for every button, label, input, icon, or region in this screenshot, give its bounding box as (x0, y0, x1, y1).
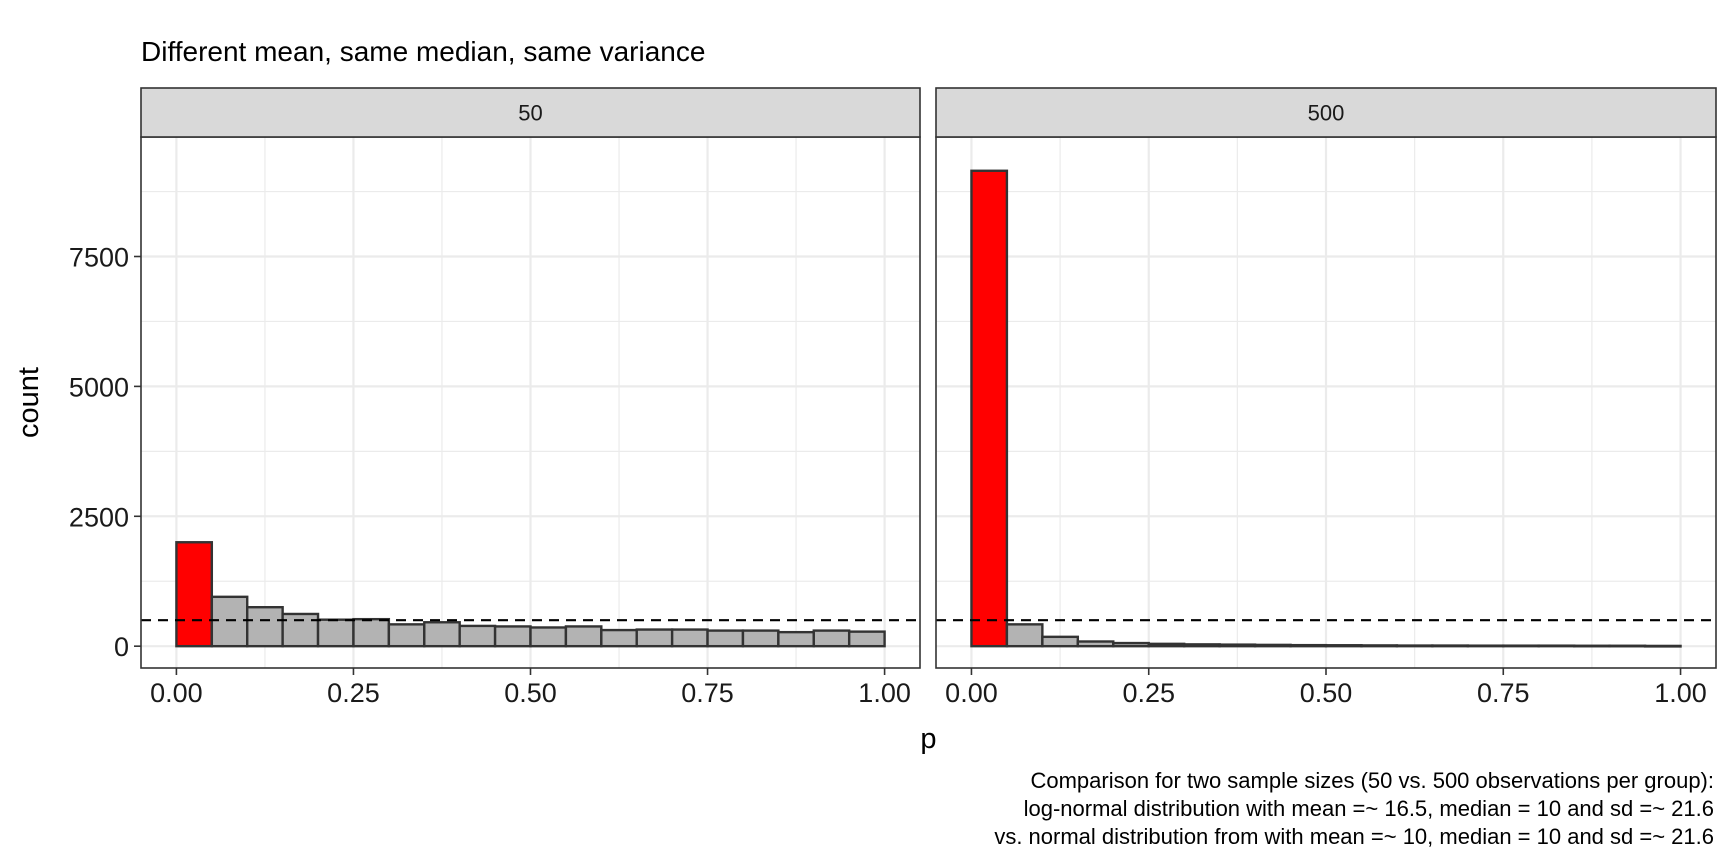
histogram-bar (1253, 643, 1292, 648)
histogram-bar (635, 628, 674, 648)
histogram-bar (246, 606, 284, 648)
histogram-bar (1537, 644, 1576, 648)
histogram-bar (1502, 644, 1540, 648)
facet-strip (935, 87, 1717, 138)
histogram-bar (741, 629, 780, 648)
histogram-bar (847, 630, 886, 648)
histogram-bar (1289, 643, 1328, 648)
y-tick-label: 5000 (69, 372, 129, 402)
histogram-bar (1608, 644, 1647, 648)
histogram-bar (423, 621, 461, 648)
x-tick-label: 1.00 (1654, 678, 1707, 708)
x-tick-label: 0.25 (327, 678, 380, 708)
x-tick-label: 0.25 (1122, 678, 1175, 708)
histogram-bar (670, 628, 709, 648)
y-tick-label: 2500 (69, 502, 129, 532)
y-tick-label: 7500 (69, 243, 129, 273)
histogram-bar (1466, 644, 1505, 648)
x-tick-label: 0.50 (1300, 678, 1353, 708)
histogram-bar (1112, 641, 1150, 648)
histogram-bar (316, 618, 355, 648)
x-tick-label: 0.00 (945, 678, 998, 708)
histogram-bar (1076, 640, 1115, 648)
caption-line: log-normal distribution with mean =~ 16.… (1023, 796, 1714, 821)
x-axis-title: p (920, 723, 936, 755)
chart-title: Different mean, same median, same varian… (141, 36, 706, 67)
x-tick-label: 0.00 (150, 678, 203, 708)
histogram-bar (1360, 644, 1399, 648)
histogram-bar (1395, 644, 1434, 648)
facet-strip (140, 87, 921, 138)
histogram-bar (1643, 644, 1682, 648)
histogram-bar (529, 626, 568, 648)
y-axis-title: count (13, 367, 45, 438)
histogram-bar-highlighted (970, 169, 1009, 648)
histogram-bar (352, 617, 391, 648)
histogram-bar-highlighted (175, 541, 214, 648)
chart-caption: Comparison for two sample sizes (50 vs. … (994, 767, 1714, 851)
histogram-bar (1324, 644, 1363, 648)
facet-label: 50 (518, 101, 542, 126)
x-tick-label: 0.75 (1477, 678, 1530, 708)
histogram-bar (812, 629, 851, 648)
y-tick-label: 0 (114, 632, 129, 662)
histogram-bar (1182, 643, 1221, 648)
histogram-bar (1572, 644, 1611, 648)
facet-label: 500 (1308, 101, 1345, 126)
histogram-bar (1431, 644, 1470, 648)
histogram-bar (493, 625, 532, 648)
histogram-bar (1041, 635, 1080, 648)
caption-line: Comparison for two sample sizes (50 vs. … (1030, 768, 1714, 793)
x-tick-label: 0.50 (504, 678, 557, 708)
histogram-bar (458, 624, 497, 648)
histogram-bar (1005, 623, 1044, 648)
x-tick-label: 0.75 (681, 678, 734, 708)
histogram-bar (706, 629, 745, 648)
histogram-bar (387, 623, 426, 648)
x-tick-label: 1.00 (858, 678, 911, 708)
histogram-bar (1218, 643, 1257, 648)
caption-line: vs. normal distribution from with mean =… (994, 824, 1714, 849)
histogram-bar (1147, 642, 1186, 648)
histogram-bar (564, 625, 603, 648)
histogram-bar (281, 612, 320, 648)
histogram-bar (600, 628, 638, 648)
histogram-bar (777, 630, 815, 648)
histogram-bar (210, 595, 249, 648)
